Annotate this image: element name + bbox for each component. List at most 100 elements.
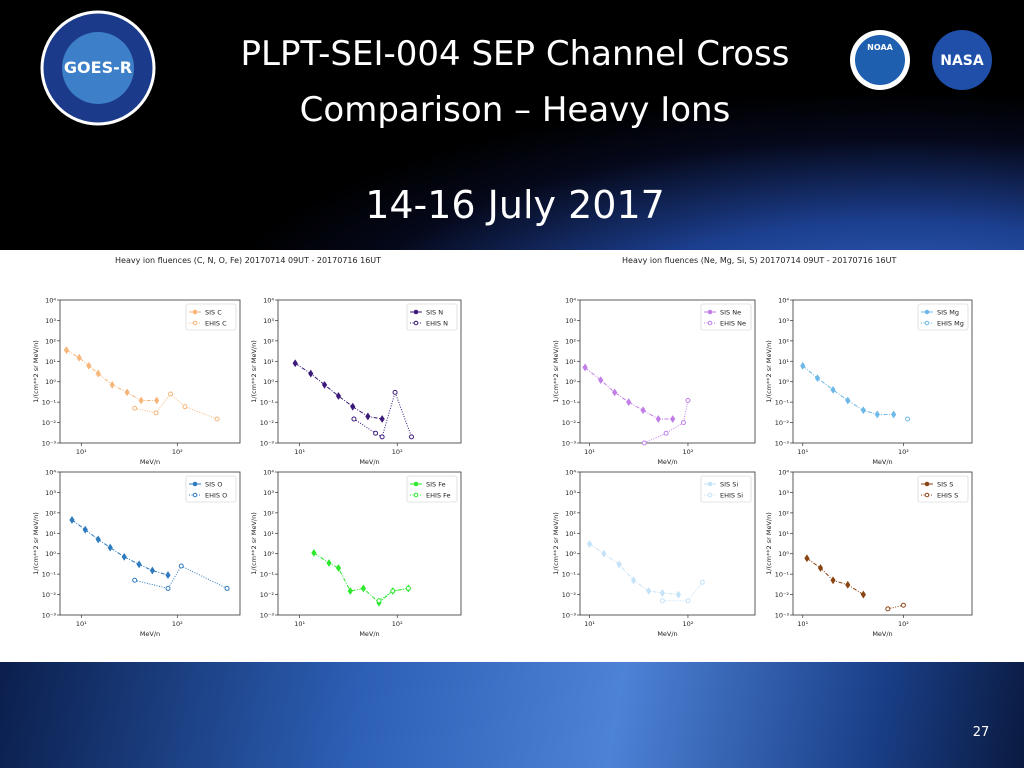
data-point bbox=[308, 369, 314, 378]
y-axis-label: 1/(cm**2 sr MeV/n) bbox=[32, 340, 40, 403]
legend-box bbox=[700, 303, 752, 331]
data-point bbox=[178, 563, 184, 569]
y-tick-label: 10⁻² bbox=[562, 591, 577, 599]
noaa-logo-text: NOAA bbox=[867, 43, 893, 52]
y-tick-label: 10¹ bbox=[263, 530, 274, 538]
y-tick-label: 10¹ bbox=[778, 530, 789, 538]
series-line bbox=[806, 557, 864, 595]
legend-marker bbox=[707, 320, 713, 326]
y-tick-label: 10³ bbox=[778, 317, 789, 325]
figure-title: Heavy ion fluences (C, N, O, Fe) 2017071… bbox=[115, 256, 381, 265]
legend-marker bbox=[413, 492, 419, 498]
data-point bbox=[165, 585, 171, 591]
data-point bbox=[814, 374, 821, 383]
y-tick-label: 10³ bbox=[263, 489, 274, 497]
y-tick-label: 10² bbox=[263, 337, 274, 345]
data-point bbox=[107, 543, 113, 552]
series-line bbox=[584, 367, 673, 420]
series-line bbox=[71, 519, 169, 576]
y-tick-label: 10⁴ bbox=[45, 297, 56, 305]
y-tick-label: 10¹ bbox=[45, 530, 56, 538]
x-tick-label: 10¹ bbox=[797, 448, 808, 456]
legend-marker bbox=[413, 320, 419, 326]
y-tick-label: 10⁻¹ bbox=[562, 571, 577, 579]
legend-label: EHIS Ne bbox=[720, 320, 746, 328]
legend-marker bbox=[413, 481, 419, 487]
data-point bbox=[885, 606, 891, 612]
data-point bbox=[874, 410, 880, 419]
legend-marker bbox=[924, 320, 930, 326]
data-point bbox=[646, 587, 652, 595]
legend-marker bbox=[192, 492, 198, 498]
legend-marker bbox=[192, 320, 198, 326]
data-point bbox=[392, 389, 398, 395]
x-axis-label: MeV/n bbox=[140, 458, 160, 466]
data-point bbox=[82, 525, 88, 534]
logos: GOES-R NOAA NASA bbox=[40, 10, 992, 126]
y-tick-label: 10⁻¹ bbox=[42, 399, 57, 407]
data-point bbox=[663, 430, 669, 436]
y-tick-label: 10³ bbox=[565, 489, 576, 497]
plot-frame bbox=[277, 471, 462, 616]
data-point bbox=[365, 412, 371, 421]
legend-label: SIS N bbox=[426, 309, 443, 317]
data-point bbox=[109, 380, 115, 389]
data-point bbox=[153, 410, 159, 416]
legend-box bbox=[917, 475, 969, 503]
plot-frame bbox=[59, 299, 241, 444]
data-point bbox=[86, 361, 92, 370]
data-point bbox=[409, 434, 415, 440]
legend-box bbox=[185, 475, 237, 503]
data-point bbox=[182, 404, 188, 410]
series-line bbox=[353, 390, 412, 438]
data-point bbox=[292, 359, 298, 368]
series-line bbox=[378, 587, 409, 602]
data-point bbox=[138, 396, 144, 405]
data-point bbox=[830, 385, 836, 394]
data-point bbox=[630, 576, 637, 585]
y-tick-label: 10⁻³ bbox=[775, 440, 790, 448]
data-point bbox=[379, 434, 385, 440]
y-tick-label: 10⁻³ bbox=[562, 440, 577, 448]
data-point bbox=[830, 576, 836, 585]
data-point bbox=[680, 420, 686, 426]
figure-panel: Heavy ion fluences (C, N, O, Fe) 2017071… bbox=[0, 250, 1024, 662]
data-point bbox=[699, 579, 705, 585]
y-tick-label: 10⁴ bbox=[778, 469, 789, 477]
legend-box bbox=[406, 303, 458, 331]
y-tick-label: 10¹ bbox=[45, 358, 56, 366]
plot-frame bbox=[579, 471, 756, 616]
y-tick-label: 10⁰ bbox=[263, 378, 274, 386]
data-point bbox=[154, 396, 160, 405]
y-tick-label: 10³ bbox=[45, 489, 56, 497]
y-tick-label: 10⁻² bbox=[562, 419, 577, 427]
y-tick-label: 10⁰ bbox=[565, 378, 576, 386]
y-tick-label: 10⁻¹ bbox=[42, 571, 57, 579]
data-point bbox=[321, 380, 328, 389]
y-tick-label: 10⁰ bbox=[778, 550, 789, 558]
legend-marker bbox=[707, 309, 713, 315]
legend-box bbox=[185, 303, 237, 331]
x-tick-label: 10¹ bbox=[584, 620, 595, 628]
y-tick-label: 10⁻² bbox=[775, 419, 790, 427]
data-point bbox=[655, 415, 661, 423]
y-tick-label: 10⁴ bbox=[565, 469, 576, 477]
y-tick-label: 10² bbox=[263, 509, 274, 517]
data-point bbox=[149, 566, 155, 575]
legend-marker bbox=[924, 481, 930, 487]
x-axis-label: MeV/n bbox=[359, 630, 379, 638]
x-axis-label: MeV/n bbox=[657, 630, 677, 638]
x-axis-label: MeV/n bbox=[140, 630, 160, 638]
y-tick-label: 10⁻¹ bbox=[775, 571, 790, 579]
y-tick-label: 10⁻² bbox=[42, 591, 57, 599]
y-tick-label: 10³ bbox=[263, 317, 274, 325]
y-tick-label: 10⁴ bbox=[778, 297, 789, 305]
data-point bbox=[95, 369, 101, 378]
x-tick-label: 10¹ bbox=[294, 448, 305, 456]
x-tick-label: 10² bbox=[392, 620, 403, 628]
y-tick-label: 10² bbox=[778, 509, 789, 517]
x-tick-label: 10² bbox=[172, 448, 183, 456]
data-point bbox=[598, 376, 604, 384]
y-axis-label: 1/(cm**2 sr MeV/n) bbox=[765, 340, 773, 403]
